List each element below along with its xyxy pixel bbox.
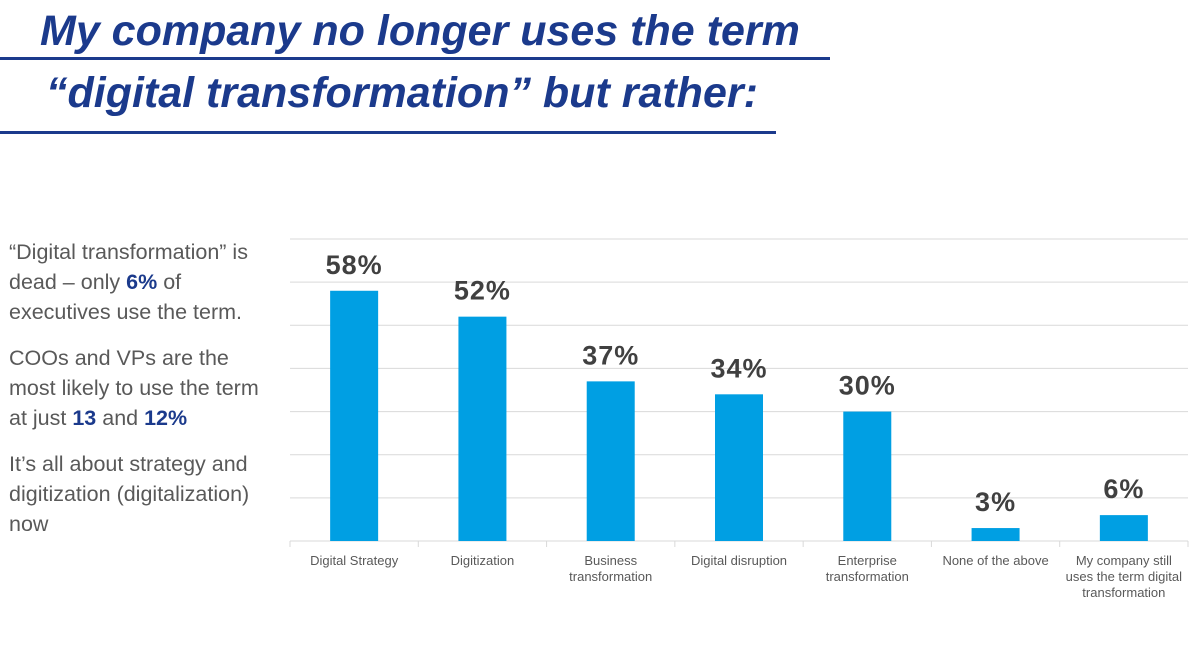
- title-underline-2: [0, 131, 776, 134]
- data-label-4: 34%: [710, 353, 767, 383]
- bar-5: [843, 411, 892, 541]
- category-label-4: Digital disruption: [691, 553, 787, 568]
- title-text-2: “digital transformation” but rather:: [46, 69, 758, 117]
- category-label-7: My company still: [1076, 553, 1172, 568]
- category-label-6: None of the above: [942, 553, 1048, 568]
- title-line-1: My company no longer uses the term: [0, 7, 900, 60]
- sidebar-notes: “Digital transformation” is dead – only …: [9, 237, 259, 555]
- bar-1: [330, 290, 379, 541]
- note-paragraph-2: COOs and VPs are the most likely to use …: [9, 346, 259, 430]
- category-label-1: Digital Strategy: [310, 553, 399, 568]
- title-line-2: “digital transformation” but rather:: [0, 69, 900, 134]
- title-underline-1: [0, 57, 830, 60]
- category-label-2: Digitization: [451, 553, 515, 568]
- category-label-3: Business: [584, 553, 637, 568]
- category-label-7: transformation: [1082, 585, 1165, 600]
- data-label-1: 58%: [326, 250, 383, 280]
- data-label-3: 37%: [582, 340, 639, 370]
- title-text-1: My company no longer uses the term: [40, 7, 800, 55]
- category-label-5: Enterprise: [838, 553, 897, 568]
- category-label-3: transformation: [569, 569, 652, 584]
- bar-4: [715, 394, 763, 541]
- note-paragraph-1: “Digital transformation” is dead – only …: [9, 240, 248, 324]
- data-label-6: 3%: [975, 487, 1016, 517]
- data-label-7: 6%: [1103, 474, 1144, 504]
- data-label-2: 52%: [454, 276, 511, 306]
- bar-7: [1099, 515, 1148, 541]
- bar-3: [586, 381, 635, 541]
- bar-2: [458, 316, 507, 541]
- category-label-5: transformation: [826, 569, 909, 584]
- data-label-5: 30%: [839, 371, 896, 401]
- category-label-7: uses the term digital: [1066, 569, 1182, 584]
- bar-6: [971, 528, 1020, 541]
- slide-title: My company no longer uses the term “digi…: [0, 7, 900, 134]
- note-paragraph-3: It’s all about strategy and digitization…: [9, 452, 250, 536]
